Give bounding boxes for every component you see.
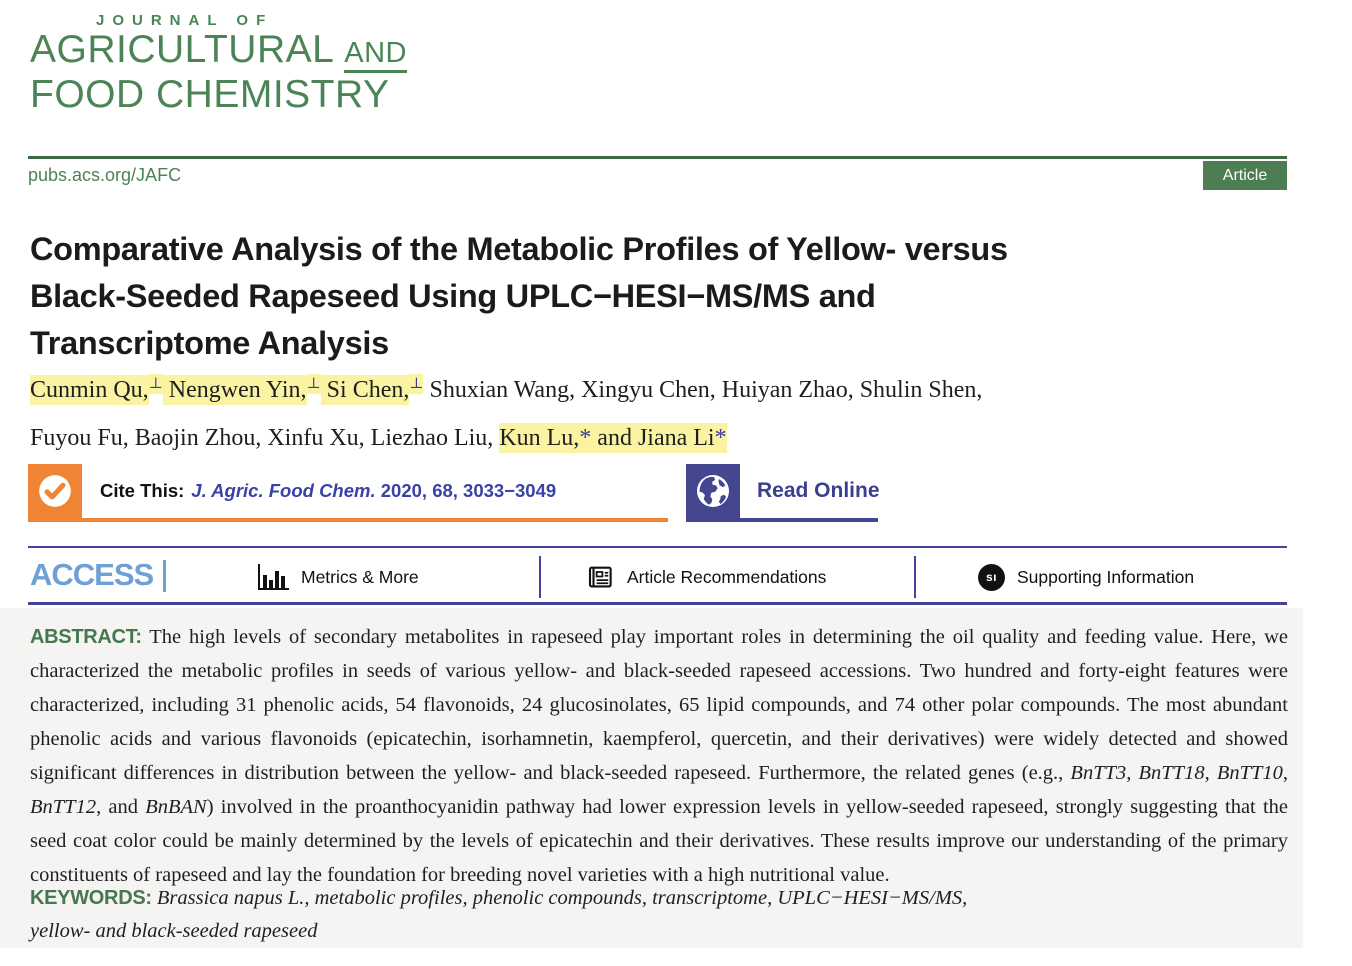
header-rule [28, 156, 1287, 159]
citation-text[interactable]: J. Agric. Food Chem. 2020, 68, 3033−3049 [191, 480, 557, 501]
access-link[interactable]: ACCESS [30, 557, 154, 592]
article-recommendations-link[interactable]: Article Recommendations [585, 556, 826, 598]
globe-icon [697, 475, 729, 507]
title-line-1: Comparative Analysis of the Metabolic Pr… [30, 231, 1008, 267]
access-row-bottom-rule [28, 602, 1287, 605]
journal-kicker: JOURNAL OF [96, 12, 274, 29]
keywords-label: KEYWORDS: [30, 887, 152, 909]
cite-check-badge [28, 464, 82, 518]
title-line-2: Black-Seeded Rapeseed Using UPLC−HESI−MS… [30, 278, 876, 314]
access-divider [163, 560, 166, 592]
access-separator-1 [539, 556, 541, 598]
cite-this-label: Cite This: [100, 480, 185, 501]
abstract-text: The high levels of secondary metabolites… [30, 626, 1289, 886]
title-line-3: Transcriptome Analysis [30, 325, 389, 361]
abstract-label: ABSTRACT: [30, 626, 142, 648]
journal-name-and: AND [344, 37, 407, 73]
recommendations-label: Article Recommendations [627, 566, 827, 587]
journal-logo: JOURNAL OF AGRICULTURAL AND FOOD CHEMIST… [30, 12, 407, 115]
cite-underline [28, 518, 668, 522]
cite-this-bar[interactable]: Cite This: J. Agric. Food Chem. 2020, 68… [28, 464, 556, 518]
author-line-1: Cunmin Qu,⊥ Nengwen Yin,⊥ Si Chen,⊥ Shux… [30, 374, 983, 405]
keywords-section: KEYWORDS: Brassica napus L., metabolic p… [30, 882, 1180, 948]
metrics-label: Metrics & More [301, 566, 419, 587]
abstract-background [0, 608, 1303, 948]
keywords-text: Brassica napus L., metabolic profiles, p… [30, 887, 968, 942]
check-circle-icon [39, 475, 71, 507]
supporting-information-link[interactable]: sı Supporting Information [978, 556, 1194, 598]
journal-name-main: AGRICULTURAL [30, 28, 333, 71]
author-list: Cunmin Qu,⊥ Nengwen Yin,⊥ Si Chen,⊥ Shux… [30, 366, 982, 462]
abstract-section: ABSTRACT: The high levels of secondary m… [30, 620, 1288, 892]
access-separator-2 [914, 556, 916, 598]
author-line-2: Fuyou Fu, Baojin Zhou, Xinfu Xu, Liezhao… [30, 423, 727, 453]
read-online-underline [686, 518, 878, 522]
page-title: Comparative Analysis of the Metabolic Pr… [30, 226, 1008, 367]
newspaper-icon [588, 566, 612, 588]
metrics-and-more-link[interactable]: Metrics & More [258, 556, 419, 598]
article-type-badge: Article [1203, 161, 1287, 190]
journal-name-line1: AGRICULTURAL AND [30, 29, 407, 74]
journal-name-line2: FOOD CHEMISTRY [30, 73, 390, 116]
access-row-top-rule [28, 546, 1287, 548]
read-online-button[interactable]: Read Online [686, 464, 880, 518]
globe-badge [686, 464, 740, 518]
read-online-label: Read Online [757, 479, 880, 502]
bar-chart-icon [258, 564, 289, 590]
supporting-info-label: Supporting Information [1017, 566, 1195, 587]
si-icon: sı [978, 563, 1005, 591]
journal-url-link[interactable]: pubs.acs.org/JAFC [28, 165, 182, 185]
